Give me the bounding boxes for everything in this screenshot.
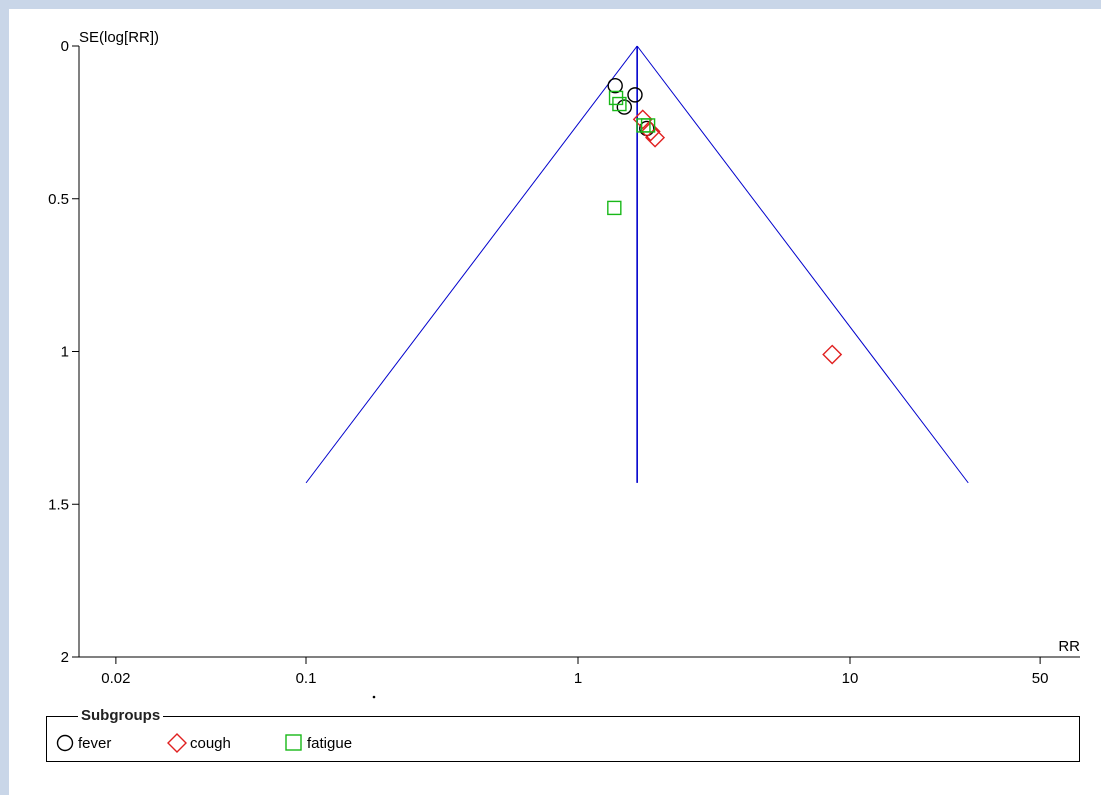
legend-diamond-marker <box>167 733 187 753</box>
point-cough <box>640 121 661 142</box>
point-fatigue <box>612 96 627 112</box>
y-tick-label: 1 <box>61 344 69 361</box>
legend-item-fever: fever <box>55 733 111 753</box>
y-tick-label: 2 <box>61 649 69 666</box>
axis-ticks: 0 0.5 1 1.5 2 0.02 0.1 1 10 50 <box>48 38 1048 687</box>
x-tick-label: 0.1 <box>296 670 317 687</box>
legend-title: Subgroups <box>78 707 164 725</box>
point-fatigue <box>607 200 622 216</box>
point-fever <box>627 87 643 103</box>
stray-dot <box>372 695 376 699</box>
axes: SE(log[RR]) RR <box>78 29 1080 658</box>
legend-label-fever: fever <box>78 734 112 752</box>
window-top-border <box>0 0 1101 9</box>
legend-circle-marker <box>55 733 75 753</box>
y-axis-label: SE(log[RR]) <box>79 29 159 46</box>
legend-box <box>46 716 1080 762</box>
point-cough <box>632 109 653 130</box>
funnel-right-line <box>636 45 969 484</box>
point-fatigue <box>640 118 656 133</box>
data-points <box>607 78 843 365</box>
point-fever <box>639 120 655 137</box>
point-fever <box>607 78 623 94</box>
y-tick-label: 1.5 <box>48 496 69 513</box>
x-axis-label: RR <box>1058 638 1080 655</box>
funnel-left-line <box>305 45 638 484</box>
x-tick-label: 0.02 <box>101 670 130 687</box>
legend-item-fatigue: fatigue <box>284 733 352 753</box>
point-cough <box>822 344 843 365</box>
x-tick-label: 50 <box>1032 670 1049 687</box>
legend-square-marker <box>284 733 304 753</box>
legend-label-cough: cough <box>190 734 231 752</box>
y-tick-label: 0 <box>61 38 69 55</box>
point-fever <box>616 99 633 115</box>
y-tick-label: 0.5 <box>48 191 69 208</box>
x-tick-label: 10 <box>842 670 859 687</box>
window-left-border <box>0 0 9 795</box>
funnel <box>305 45 969 484</box>
legend-label-fatigue: fatigue <box>307 734 353 752</box>
legend-item-cough: cough <box>167 733 231 753</box>
point-cough <box>645 127 666 148</box>
x-tick-label: 1 <box>574 670 582 687</box>
